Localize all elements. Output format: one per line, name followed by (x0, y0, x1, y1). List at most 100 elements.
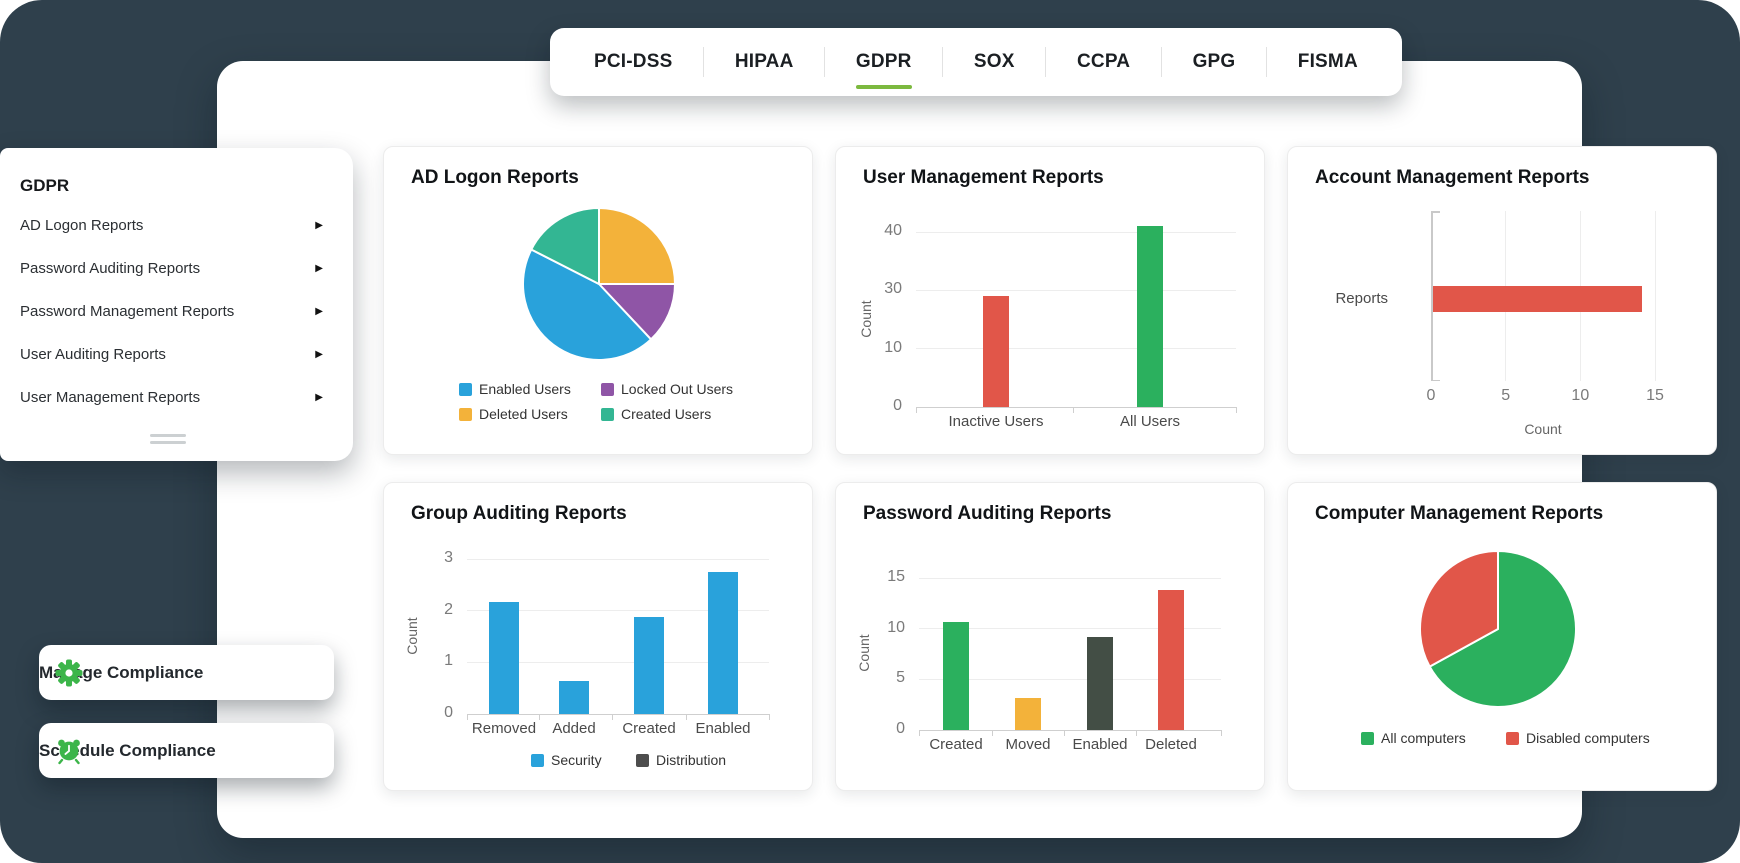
tab-sox[interactable]: SOX (974, 28, 1015, 96)
legend-label: Distribution (656, 752, 727, 768)
y-tick-label: 10 (887, 618, 905, 636)
gridline (919, 628, 1221, 630)
axis-tick (1221, 730, 1222, 736)
bar-deleted (1158, 590, 1184, 730)
y-tick-label: 1 (444, 652, 453, 670)
alarm-clock-icon (58, 739, 80, 764)
manage-compliance-label: Manage Compliance (39, 662, 204, 682)
y-axis-label: Count (856, 634, 872, 672)
tab-gdpr[interactable]: GDPR (856, 28, 912, 96)
card-title: Group Auditing Reports (411, 503, 627, 524)
y-tick-label: 0 (896, 720, 905, 737)
y-tick-label: 0 (444, 704, 453, 721)
legend-label: Locked Out Users (621, 381, 734, 397)
chevron-right-icon: ▶ (315, 348, 323, 360)
chevron-right-icon: ▶ (315, 391, 323, 403)
gridline (1654, 211, 1656, 381)
pie-slice-created-users (530, 207, 600, 285)
ad-logon-pie-chart: Enabled Users Locked Out Users Deleted Use… (384, 147, 812, 454)
legend-label: Security (551, 752, 602, 768)
legend-label: Enabled Users (479, 381, 571, 397)
chevron-right-icon: ▶ (315, 262, 323, 274)
y-axis-cap (1431, 379, 1440, 381)
sidebar-item-ad-logon-reports[interactable]: AD Logon Reports ▶ (20, 204, 323, 247)
pie-slice-enabled-users (522, 248, 653, 361)
tab-label: SOX (973, 51, 1015, 72)
gridline (916, 406, 1236, 408)
y-tick-label: 30 (884, 280, 902, 298)
schedule-compliance-button[interactable]: Schedule Compliance (39, 723, 334, 778)
gridline (919, 729, 1221, 731)
manage-compliance-button[interactable]: Manage Compliance (39, 645, 334, 700)
gridline (467, 610, 769, 612)
legend-swatch (601, 408, 614, 421)
compliance-tabbar: PCI-DSS HIPAA GDPR SOX CCPA GPG FISMA (550, 28, 1402, 96)
bar-created (943, 621, 969, 730)
card-title: Computer Management Reports (1315, 503, 1604, 524)
legend-label: Deleted Users (479, 406, 568, 422)
axis-tick (467, 714, 468, 720)
panel-title: GDPR (20, 176, 70, 195)
axis-tick (1135, 730, 1137, 736)
schedule-compliance-label: Schedule Compliance (39, 740, 216, 760)
x-tick-label: 5 (1501, 387, 1511, 404)
x-category-label: Added (552, 720, 596, 737)
bar-moved (1015, 697, 1041, 730)
sidebar-item-password-management-reports[interactable]: Password Management Reports ▶ (20, 290, 323, 333)
bar-removed (489, 601, 519, 714)
sidebar-item-user-auditing-reports[interactable]: User Auditing Reports ▶ (20, 333, 323, 376)
bar-added (559, 680, 589, 714)
card-user-management-reports: User Management Reports Count 40 30 10 0 Inac… (835, 146, 1265, 455)
drag-handle-icon[interactable] (150, 434, 186, 448)
tab-ccpa[interactable]: CCPA (1077, 28, 1130, 96)
legend-swatch (459, 383, 472, 396)
pie-svg (1419, 550, 1577, 708)
tab-gpg[interactable]: GPG (1193, 28, 1236, 96)
x-category-label: All Users (1119, 413, 1180, 430)
y-tick-label: 3 (444, 549, 453, 566)
legend-swatch (1361, 732, 1374, 745)
axis-tick (1236, 407, 1237, 413)
tab-pci-dss[interactable]: PCI-DSS (594, 28, 672, 96)
card-account-management-reports: Account Management Reports 0 5 10 15 Reports… (1287, 146, 1717, 455)
tab-label: GPG (1192, 51, 1236, 72)
group-auditing-bar-chart: Count 3 2 1 0 Removed Added Created Enabled Secur… (384, 483, 812, 790)
bar-enabled (708, 572, 738, 714)
legend-swatch (1506, 732, 1519, 745)
tab-fisma[interactable]: FISMA (1298, 28, 1358, 96)
gridline (467, 713, 769, 715)
bar-created (634, 617, 664, 714)
tab-label: HIPAA (734, 51, 794, 72)
axis-tick (992, 730, 993, 736)
legend-swatch (459, 408, 472, 421)
x-category-label: Enabled (695, 720, 751, 737)
y-axis-label: Count (858, 299, 874, 338)
tab-divider (1160, 47, 1162, 77)
x-category-label: Enabled (1072, 736, 1128, 753)
axis-tick (611, 714, 613, 720)
legend-label: Disabled computers (1526, 730, 1650, 746)
tab-hipaa[interactable]: HIPAA (735, 28, 794, 96)
sidebar-item-label: Password Management Reports (20, 303, 235, 320)
bar-all-users (1137, 226, 1163, 407)
legend-swatch (636, 754, 649, 767)
chevron-right-icon: ▶ (315, 305, 323, 317)
sidebar-item-label: Password Auditing Reports (20, 260, 201, 277)
pie-svg (522, 207, 676, 361)
y-tick-label: 5 (896, 669, 905, 687)
x-tick-label: 15 (1646, 387, 1664, 404)
sidebar-item-user-management-reports[interactable]: User Management Reports ▶ (20, 376, 323, 419)
gridline (919, 678, 1221, 680)
tab-divider (703, 47, 705, 77)
bar-enabled (1087, 636, 1113, 730)
x-category-label: Removed (471, 720, 537, 737)
sidebar-item-label: AD Logon Reports (20, 217, 144, 234)
y-tick-label: 10 (884, 338, 902, 356)
card-password-auditing-reports: Password Auditing Reports Count 15 10 5 0 Cre… (835, 482, 1265, 791)
y-tick-label: 2 (444, 600, 453, 618)
axis-tick (919, 730, 920, 736)
sidebar-item-password-auditing-reports[interactable]: Password Auditing Reports ▶ (20, 247, 323, 290)
pie-slice-locked-out-users (598, 283, 676, 341)
password-auditing-bar-chart: Count 15 10 5 0 Created Moved Enabled Deleted (836, 483, 1264, 790)
tab-label: GDPR (855, 51, 912, 72)
